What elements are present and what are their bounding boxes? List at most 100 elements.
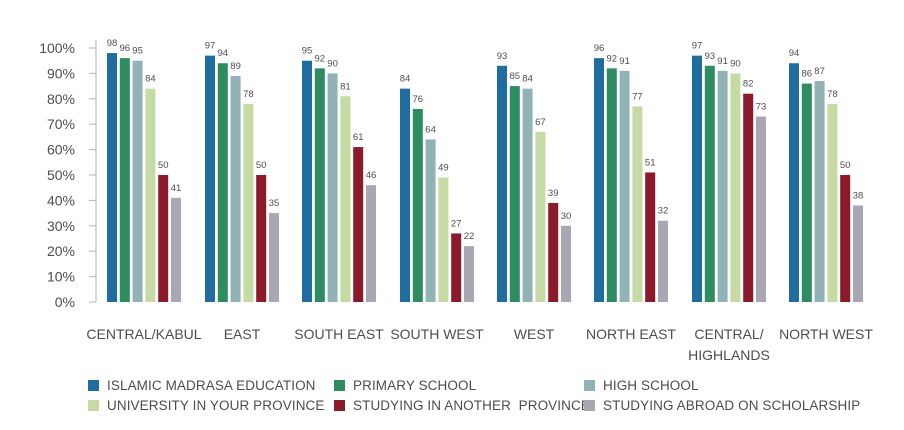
legend-label: UNIVERSITY IN YOUR PROVINCE [107, 398, 325, 413]
bar-value-label: 90 [730, 58, 741, 69]
bar [535, 131, 546, 302]
x-category-label: NORTH EAST [586, 326, 676, 342]
y-tick-label: 80% [47, 91, 75, 107]
x-category-label: NORTH WEST [779, 326, 873, 342]
bar [704, 65, 715, 302]
legend-swatch [334, 400, 345, 411]
bar-value-label: 97 [692, 41, 703, 52]
bar [205, 55, 215, 303]
legend-swatch [584, 380, 595, 391]
bar-value-label: 89 [230, 61, 241, 72]
bar [451, 233, 462, 302]
legend-swatch [88, 400, 99, 411]
bar [632, 106, 643, 302]
bar-value-label: 98 [107, 38, 118, 49]
bar-value-label: 93 [497, 51, 508, 62]
bar-value-label: 50 [840, 160, 851, 171]
bar-value-label: 95 [302, 46, 313, 57]
bar-value-label: 82 [743, 79, 754, 90]
legend-label: STUDYING ABROAD ON SCHOLARSHIP [603, 398, 861, 413]
bar-value-label: 73 [756, 102, 767, 113]
bar-value-label: 92 [607, 53, 618, 64]
bar [658, 220, 668, 302]
bar [353, 147, 364, 302]
bar [438, 177, 449, 302]
bar-value-label: 50 [256, 160, 267, 171]
y-tick-label: 100% [39, 40, 75, 56]
y-tick-label: 50% [47, 167, 75, 183]
bar [158, 175, 169, 302]
bar-value-label: 91 [619, 56, 630, 67]
bar [119, 58, 130, 302]
bar-value-label: 87 [814, 66, 825, 77]
bar [217, 63, 228, 302]
bar-value-label: 94 [789, 48, 800, 59]
x-category-label: EAST [224, 326, 261, 342]
bar-value-label: 49 [438, 163, 449, 174]
bar-value-label: 76 [413, 94, 424, 105]
bar [801, 83, 812, 302]
bar [366, 185, 376, 302]
y-tick-label: 40% [47, 192, 75, 208]
bar-value-label: 96 [120, 43, 131, 54]
legend-label: PRIMARY SCHOOL [353, 378, 477, 393]
bar [827, 103, 838, 302]
bar [145, 88, 156, 302]
bar-value-label: 91 [717, 56, 728, 67]
x-category-label: CENTRAL/KABUL [86, 326, 201, 342]
y-axis-ticks: 0% 10% 20% 30% 40% 50% 60% 70% 80% 90% 100% [39, 40, 96, 310]
legend-item: STUDYING IN ANOTHER PROVINCE [334, 398, 590, 413]
bar-value-label: 86 [802, 69, 813, 80]
bar-value-label: 67 [535, 117, 546, 128]
y-tick-label: 90% [47, 65, 75, 81]
legend-label: HIGH SCHOOL [603, 378, 699, 393]
bar-value-label: 38 [853, 190, 864, 201]
bar-value-label: 51 [645, 157, 656, 168]
bar-value-label: 84 [522, 74, 533, 85]
bar [814, 81, 825, 303]
bar [132, 60, 143, 303]
bar-value-label: 78 [827, 89, 838, 100]
bar [269, 213, 279, 302]
bar-value-label: 81 [340, 81, 351, 92]
bar [509, 86, 520, 302]
bar-value-label: 50 [158, 160, 169, 171]
bar [561, 225, 571, 302]
legend-item: STUDYING ABROAD ON SCHOLARSHIP [584, 398, 860, 413]
bar-value-label: 84 [400, 74, 411, 85]
legend-swatch [88, 380, 99, 391]
bar [789, 63, 799, 302]
bar [464, 246, 474, 302]
bar-value-label: 35 [269, 198, 280, 209]
bar [840, 175, 851, 302]
bar-value-label: 93 [705, 51, 716, 62]
bar-value-label: 22 [464, 231, 475, 242]
bar [302, 60, 312, 303]
y-tick-label: 60% [47, 142, 75, 158]
legend-swatch [584, 400, 595, 411]
bar-value-label: 77 [632, 91, 643, 102]
bar-value-label: 61 [353, 132, 364, 143]
bar-value-label: 85 [510, 71, 521, 82]
bar [548, 202, 559, 302]
bar-value-label: 32 [658, 206, 669, 217]
bar [107, 53, 117, 302]
bar-value-label: 96 [594, 43, 605, 54]
bar-value-label: 92 [315, 53, 326, 64]
x-axis-labels: CENTRAL/KABUL EAST SOUTH EAST SOUTH WEST WES… [86, 326, 873, 363]
bar [522, 88, 533, 302]
bar [743, 93, 754, 302]
bar [327, 73, 338, 303]
bar-value-label: 64 [425, 124, 436, 135]
legend-label: ISLAMIC MADRASA EDUCATION [107, 378, 316, 393]
y-tick-label: 0% [55, 294, 75, 310]
legend-label: STUDYING IN ANOTHER PROVINCE [353, 398, 590, 413]
bar [717, 70, 728, 302]
bar-value-label: 41 [171, 183, 182, 194]
bar [692, 55, 702, 303]
y-tick-label: 30% [47, 218, 75, 234]
x-category-label: WEST [514, 326, 555, 342]
bar [400, 88, 410, 302]
bar [230, 75, 241, 302]
